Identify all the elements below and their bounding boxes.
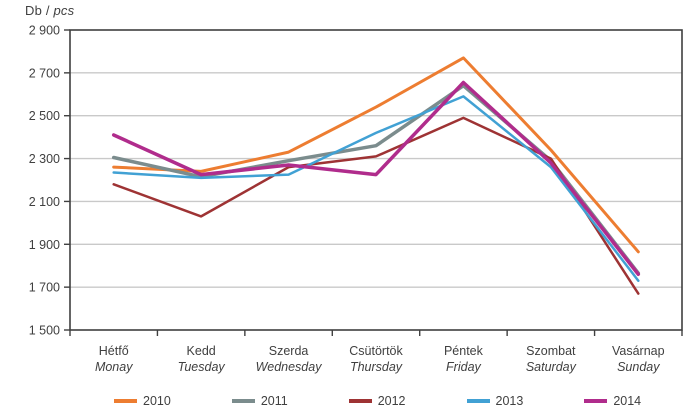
x-label-hu: Szombat (526, 344, 576, 358)
legend-swatch-2011 (231, 399, 255, 403)
legend-swatch-2012 (348, 399, 372, 403)
y-tick-label: 2 500 (29, 109, 60, 123)
legend-swatch-2013 (466, 399, 490, 403)
x-label-hu: Vasárnap (612, 344, 665, 358)
legend-label-2011: 2011 (260, 394, 288, 408)
x-label-hu: Csütörtök (349, 344, 403, 358)
legend-item-2014: 2014 (584, 394, 641, 408)
y-tick-label: 1 500 (29, 324, 60, 338)
series-line-2010 (112, 56, 640, 254)
y-tick-label: 2 300 (29, 152, 60, 166)
y-axis-title-hu: Db / (25, 3, 54, 18)
series-line-2013 (112, 95, 640, 282)
y-tick-label: 2 700 (29, 66, 60, 80)
plot-area: 2 900 2 700 2 500 2 300 2 100 1 900 1 700 1 500… (29, 24, 683, 374)
y-tick-label: 2 100 (29, 195, 60, 209)
legend-label-2013: 2013 (495, 394, 524, 408)
x-label-en: Sunday (617, 360, 660, 374)
legend-item-2011: 2011 (231, 394, 288, 408)
y-axis-title-en: pcs (53, 3, 75, 18)
y-tick-label: 2 900 (29, 24, 60, 38)
x-label-en: Wednesday (256, 360, 323, 374)
x-label-hu: Péntek (444, 344, 484, 358)
y-tick-label: 1 700 (29, 281, 60, 295)
legend-swatch-2010 (114, 399, 137, 403)
x-label-en: Thursday (350, 360, 403, 374)
x-label-en: Tuesday (178, 360, 226, 374)
legend-item-2010: 2010 (114, 394, 171, 408)
legend-label-2012: 2012 (377, 394, 406, 408)
legend-swatch-2014 (584, 399, 608, 403)
legend-label-2014: 2014 (613, 394, 642, 408)
x-label-hu: Kedd (187, 344, 216, 358)
x-label-en: Saturday (526, 360, 577, 374)
x-label-hu: Szerda (269, 344, 309, 358)
y-axis-title: Db / pcs (25, 3, 74, 18)
legend-item-2012: 2012 (348, 394, 406, 408)
legend: 2010 2011 2012 2013 2014 (114, 394, 641, 408)
x-label-en: Monay (95, 360, 133, 374)
y-tick-label: 1 900 (29, 238, 60, 252)
series-line-2014 (111, 80, 641, 277)
series-line-2012 (112, 116, 640, 295)
x-label-en: Friday (446, 360, 481, 374)
x-label-hu: Hétfő (99, 344, 129, 358)
legend-item-2013: 2013 (466, 394, 524, 408)
plot-border (69, 29, 683, 331)
legend-label-2010: 2010 (143, 394, 171, 408)
